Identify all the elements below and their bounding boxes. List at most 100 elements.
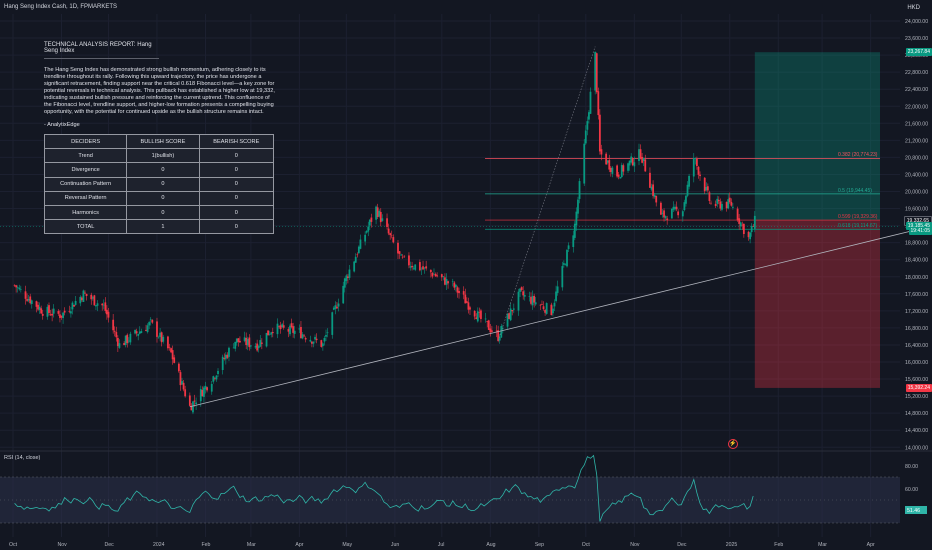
candle-body — [49, 314, 52, 316]
candle-body — [401, 256, 404, 258]
candle-body — [628, 160, 631, 166]
candle-body — [747, 231, 750, 238]
candle-body — [467, 302, 470, 310]
candle-body — [193, 400, 196, 402]
x-tick-label: Apr — [867, 542, 875, 548]
candle-body — [663, 210, 665, 218]
candle-body — [354, 256, 357, 263]
table-cell: 1(bullish) — [126, 148, 200, 164]
candle-body — [343, 278, 346, 288]
candle-body — [649, 172, 651, 188]
candle-body — [270, 332, 273, 335]
candle-body — [575, 211, 578, 226]
candle-body — [462, 291, 465, 295]
candle-body — [750, 226, 753, 233]
price-tag: 19:41:05 — [908, 227, 932, 236]
candle-body — [583, 143, 586, 184]
candle-body — [204, 385, 207, 390]
candle-body — [271, 332, 274, 334]
candle-body — [749, 232, 752, 240]
y-tick-label: 15,200.00 — [905, 394, 928, 400]
candle-body — [464, 294, 467, 304]
rsi-title: RSI (14, close) — [4, 455, 41, 461]
candle-body — [487, 320, 490, 330]
table-header: BULLISH SCORE — [126, 133, 200, 150]
candle-body — [666, 218, 669, 221]
candle-body — [127, 340, 130, 342]
candle-body — [719, 201, 722, 209]
candle-body — [392, 237, 395, 243]
rsi-tick-label: 80.00 — [905, 464, 918, 470]
candle-body — [46, 306, 49, 317]
candle-body — [595, 53, 598, 93]
candle-body — [381, 218, 384, 221]
candle-body — [389, 233, 392, 236]
candle-body — [24, 291, 27, 299]
report-title: TECHNICAL ANALYSIS REPORT: Hang Seng Ind… — [44, 42, 159, 59]
candle-body — [348, 269, 351, 278]
candle-body — [332, 307, 335, 310]
rsi-value-label: 51.46 — [907, 508, 920, 514]
y-tick-label: 19,600.00 — [905, 207, 928, 213]
candle-body — [605, 153, 608, 165]
candle-body — [600, 149, 603, 155]
candle-body — [714, 203, 717, 207]
candle-body — [423, 267, 426, 269]
candle-body — [74, 301, 77, 305]
candle-body — [541, 304, 543, 305]
table-row: Trend 1(bullish) 0 — [43, 148, 275, 164]
candle-body — [293, 330, 296, 334]
candle-body — [38, 306, 41, 310]
candle-body — [315, 338, 318, 341]
y-tick-label: 18,000.00 — [905, 275, 928, 281]
candle-body — [212, 376, 215, 382]
trendline — [189, 46, 917, 408]
candle-body — [149, 319, 152, 320]
rsi-line — [14, 454, 754, 522]
candle-body — [287, 329, 290, 332]
y-tick-label: 22,800.00 — [905, 70, 928, 76]
candle-body — [290, 323, 293, 328]
candle-body — [62, 312, 64, 318]
candle-body — [609, 167, 612, 172]
candle-body — [642, 157, 645, 161]
candle-body — [555, 291, 557, 302]
report-signature: - AnalytixEdge — [44, 122, 80, 128]
candle-body — [578, 181, 581, 199]
candle-body — [235, 338, 238, 343]
candle-body — [379, 211, 382, 223]
x-tick-label: Aug — [486, 542, 495, 548]
candle-body — [248, 337, 251, 348]
candle-body — [91, 297, 94, 299]
candle-body — [572, 235, 575, 247]
y-tick-label: 17,600.00 — [905, 292, 928, 298]
candle-body — [528, 296, 531, 297]
candle-body — [564, 264, 567, 266]
candle-body — [386, 218, 388, 227]
flash-icon[interactable]: ⚡ — [728, 439, 738, 449]
candle-body — [484, 318, 487, 320]
candle-body — [490, 330, 493, 332]
candle-body — [670, 208, 673, 219]
candle-body — [742, 223, 745, 234]
candle-body — [409, 266, 412, 268]
candle-body — [129, 333, 132, 343]
candle-body — [243, 337, 246, 341]
candle-body — [675, 206, 678, 210]
y-tick-label: 18,400.00 — [905, 258, 928, 264]
x-tick-label: Oct — [582, 542, 591, 548]
candle-body — [422, 266, 424, 270]
candle-body — [705, 186, 708, 191]
candle-body — [534, 302, 537, 305]
candle-body — [80, 297, 83, 301]
candle-body — [234, 341, 237, 349]
candle-body — [118, 343, 121, 348]
candle-body — [27, 298, 30, 301]
candle-body — [134, 329, 136, 334]
y-tick-label: 22,400.00 — [905, 87, 928, 93]
candle-body — [179, 372, 182, 386]
candle-body — [434, 273, 437, 277]
candle-body — [414, 264, 417, 270]
candle-body — [552, 308, 554, 314]
